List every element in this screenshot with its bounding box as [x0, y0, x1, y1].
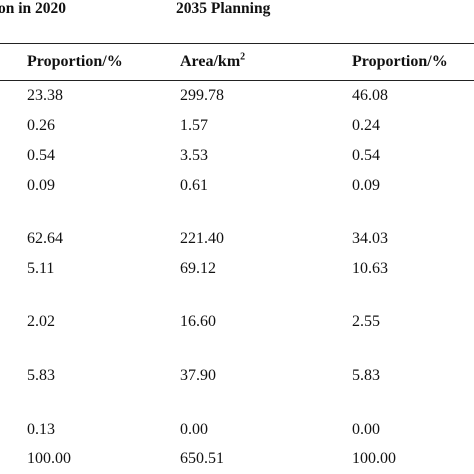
column-header-proportion-2020: Proportion/%	[27, 53, 123, 70]
table-cell: 16.60	[180, 313, 216, 330]
table-cell: 0.54	[352, 147, 380, 164]
table-cell: 0.26	[27, 117, 55, 134]
table-cell: 221.40	[180, 230, 224, 247]
table-cell: 3.53	[180, 147, 208, 164]
table-cell: 0.54	[27, 147, 55, 164]
table-cell: 62.64	[27, 230, 63, 247]
table-cell: 10.63	[352, 260, 388, 277]
table-cell: 1.57	[180, 117, 208, 134]
table-cell: 0.24	[352, 117, 380, 134]
table-cell: 5.83	[352, 367, 380, 384]
table-cell: 0.09	[352, 177, 380, 194]
table-cell: 299.78	[180, 87, 224, 104]
column-header-area-2035: Area/km2	[180, 52, 245, 72]
table-cell-total: 100.00	[27, 450, 71, 467]
table-cell-total: 100.00	[352, 450, 396, 467]
table-cell: 0.13	[27, 421, 55, 438]
table-cell: 0.00	[180, 421, 208, 438]
table-cell: 0.00	[352, 421, 380, 438]
table-cell: 69.12	[180, 260, 216, 277]
table-cell: 2.02	[27, 313, 55, 330]
header-rule	[0, 43, 474, 44]
table-cell: 23.38	[27, 87, 63, 104]
table-cell: 0.09	[27, 177, 55, 194]
table-cell: 2.55	[352, 313, 380, 330]
table-cell: 0.61	[180, 177, 208, 194]
group-header-2020: on in 2020	[0, 0, 67, 17]
area-unit-label: Area/km	[180, 53, 241, 70]
column-header-rule	[0, 80, 474, 81]
column-header-proportion-2035: Proportion/%	[352, 53, 448, 70]
group-header-2035-planning: 2035 Planning	[176, 0, 271, 17]
table-cell-total: 650.51	[180, 450, 224, 467]
table-cell: 5.83	[27, 367, 55, 384]
table-cell: 34.03	[352, 230, 388, 247]
table-cell: 5.11	[27, 260, 55, 277]
table-cell: 46.08	[352, 87, 388, 104]
area-unit-exponent: 2	[240, 51, 246, 63]
table-cell: 37.90	[180, 367, 216, 384]
